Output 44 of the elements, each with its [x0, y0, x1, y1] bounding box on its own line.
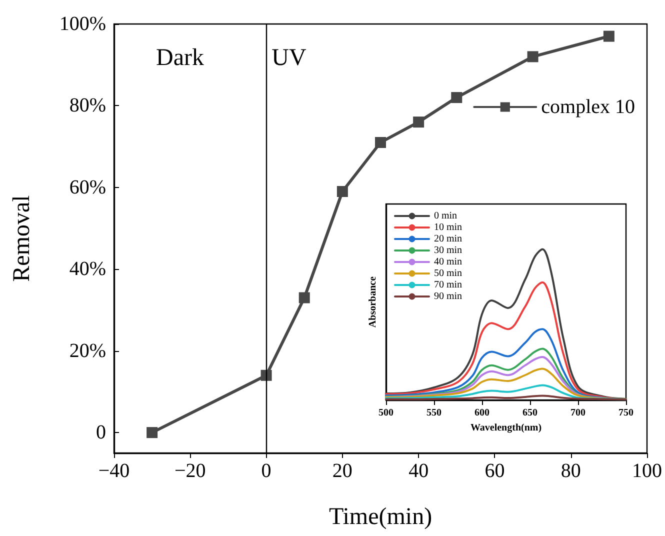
- x-axis-title: Wavelength(nm): [470, 422, 542, 434]
- x-tick-label: 60: [484, 460, 505, 482]
- y-axis-title: Absorbance: [368, 276, 378, 328]
- y-tick-label: 80%: [69, 94, 106, 117]
- y-tick-label: 40%: [69, 258, 106, 280]
- legend-label: 50 min: [434, 268, 462, 279]
- x-axis-title: Time(min): [328, 504, 432, 530]
- legend-label: 90 min: [434, 291, 462, 302]
- legend-label: 0 min: [434, 210, 458, 222]
- x-tick-label: 700: [570, 408, 586, 418]
- point: [375, 136, 386, 148]
- x-tick-label: 20: [332, 460, 352, 482]
- y-axis-title: Removal: [9, 194, 35, 282]
- x-tick-label: −40: [98, 460, 130, 482]
- x-tick-label: 80: [560, 460, 581, 482]
- x-tick-label: 0: [261, 460, 272, 482]
- legend-label: complex 10: [541, 96, 636, 118]
- point: [603, 30, 614, 42]
- legend-label: 20 min: [434, 234, 462, 244]
- annotation: Dark: [156, 45, 204, 71]
- x-tick-label: 100: [632, 460, 662, 482]
- y-tick-label: 100%: [59, 13, 106, 35]
- x-tick-label: 500: [378, 408, 394, 418]
- x-tick-label: 550: [426, 408, 442, 418]
- point: [260, 370, 272, 381]
- legend-label: 10 min: [434, 222, 462, 233]
- point: [336, 186, 348, 198]
- point: [413, 116, 424, 128]
- point: [451, 92, 462, 104]
- point: [146, 427, 158, 438]
- legend-label: 30 min: [434, 245, 462, 256]
- point: [298, 292, 310, 304]
- legend-label: 70 min: [434, 280, 462, 290]
- legend-label: 40 min: [434, 256, 462, 268]
- y-tick-label: 60%: [69, 176, 106, 198]
- x-tick-label: 40: [408, 460, 429, 482]
- x-tick-label: −20: [174, 460, 206, 482]
- y-tick-label: 0: [96, 422, 106, 444]
- x-tick-label: 650: [522, 408, 538, 418]
- annotation: UV: [272, 45, 307, 71]
- point: [527, 51, 538, 62]
- y-tick-label: 20%: [69, 340, 106, 362]
- x-tick-label: 600: [474, 408, 490, 418]
- x-tick-label: 750: [618, 408, 634, 418]
